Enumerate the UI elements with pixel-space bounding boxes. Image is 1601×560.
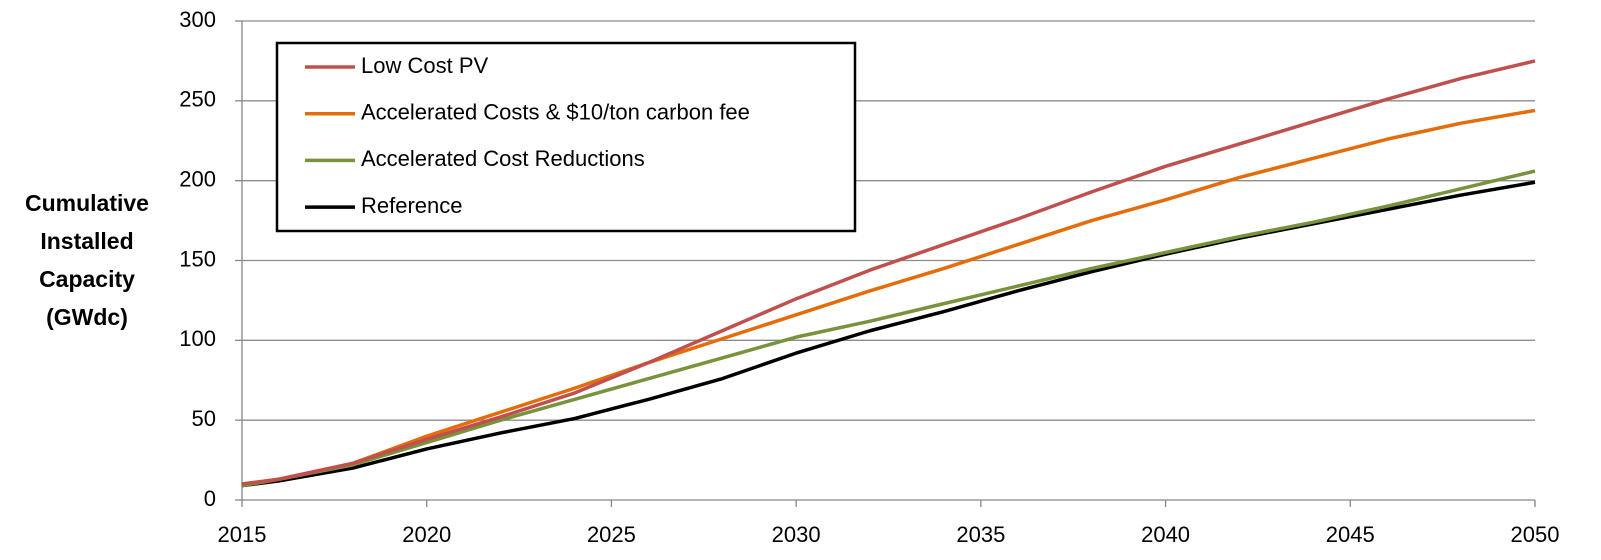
y-tick-label: 100 <box>179 326 216 351</box>
y-axis-label-line: Installed <box>40 228 133 254</box>
legend-label: Accelerated Costs & $10/ton carbon fee <box>361 100 750 125</box>
y-tick-label: 0 <box>204 486 216 511</box>
legend-label: Reference <box>361 193 463 218</box>
y-tick-label: 50 <box>192 406 216 431</box>
x-tick-label: 2035 <box>956 522 1005 547</box>
y-axis-label-line: (GWdc) <box>46 304 128 330</box>
series-line <box>241 169 1536 488</box>
x-tick-label: 2030 <box>772 522 821 547</box>
legend-label: Accelerated Cost Reductions <box>361 146 645 171</box>
y-axis-label: Cumulative Installed Capacity (GWdc) <box>25 190 149 330</box>
legend: Low Cost PV Accelerated Costs & $10/ton c… <box>275 41 857 233</box>
x-tick-label: 2045 <box>1326 522 1375 547</box>
y-tick-label: 250 <box>179 87 216 112</box>
x-tick-label: 2015 <box>218 522 267 547</box>
legend-label: Low Cost PV <box>361 53 488 78</box>
x-tick-label: 2025 <box>587 522 636 547</box>
x-tick-label: 2020 <box>402 522 451 547</box>
x-tick-label: 2050 <box>1511 522 1560 547</box>
y-axis-label-line: Cumulative <box>25 190 149 216</box>
y-tick-label: 200 <box>179 166 216 191</box>
series-line <box>241 59 1536 486</box>
y-tick-label: 150 <box>179 246 216 271</box>
legend-box <box>275 41 857 233</box>
series-line <box>241 108 1536 486</box>
x-tick-label: 2040 <box>1141 522 1190 547</box>
y-axis-label-line: Capacity <box>39 266 135 292</box>
y-tick-label: 300 <box>179 7 216 32</box>
